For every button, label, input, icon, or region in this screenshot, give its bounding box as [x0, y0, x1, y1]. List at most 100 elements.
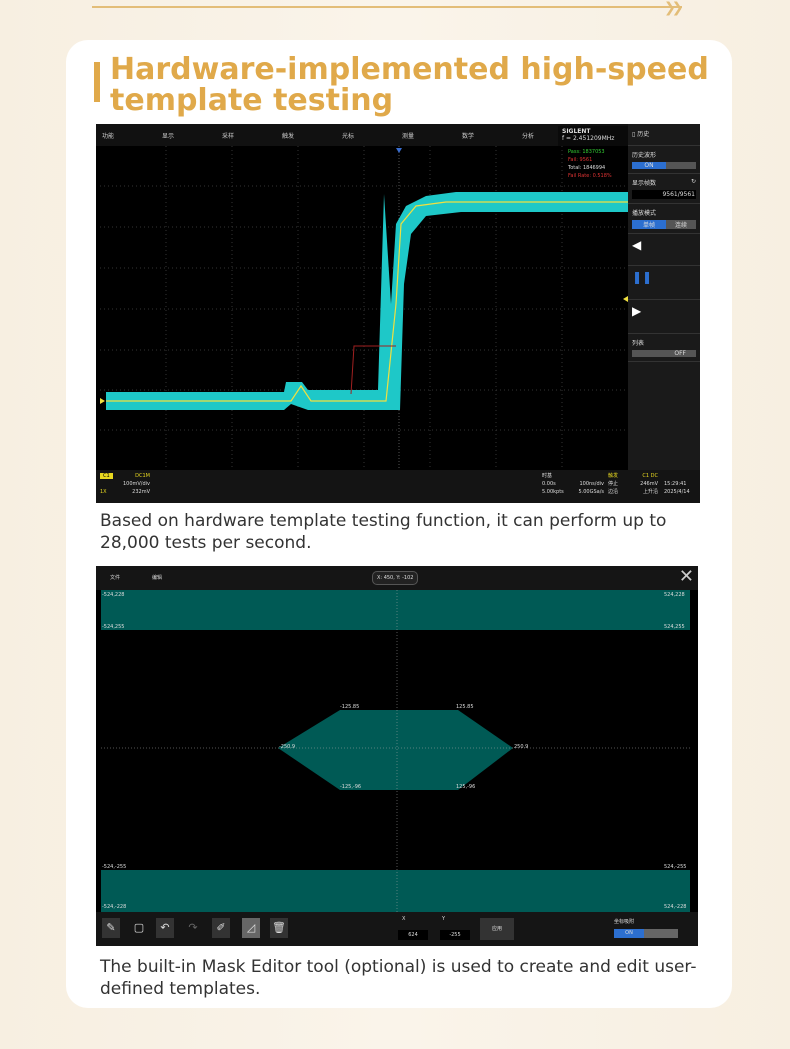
undo-icon[interactable]: ↶ — [156, 918, 174, 938]
clock: 15:29:41 2025/4/14 — [664, 480, 690, 496]
play-back-icon[interactable]: ◀ — [628, 234, 700, 266]
menu-display[interactable]: 显示 — [162, 132, 175, 140]
fail-rate: Fail Rate: 0.518% — [568, 173, 612, 179]
list-label: 列表 — [632, 340, 645, 347]
channel1-info[interactable]: C1 DC1M 100mV/div 1X 232mV — [100, 472, 150, 496]
point-label: 125,-96 — [456, 784, 476, 790]
history-label: 历史波形 — [632, 152, 657, 159]
close-icon[interactable]: ✕ — [678, 566, 694, 587]
apply-button[interactable]: 应用 — [480, 918, 514, 940]
point-label: -125.85 — [340, 704, 360, 710]
brand-area: SIGLENT f = 2.451209MHz — [558, 126, 628, 146]
mode-continuous[interactable]: 连续 — [666, 220, 696, 229]
snap-toggle[interactable]: ON — [614, 929, 678, 938]
trigger-mode: 停止 — [608, 481, 619, 487]
draw-polygon-icon[interactable]: ✎ — [102, 918, 120, 938]
trigger-position-marker — [396, 148, 402, 153]
caption-hardware-testing: Based on hardware template testing funct… — [100, 511, 667, 553]
refresh-icon[interactable]: ↻ — [690, 178, 696, 185]
mode-single[interactable]: 单帧 — [632, 220, 666, 229]
delete-icon[interactable]: 🗑 — [270, 918, 288, 938]
trigger-info[interactable]: 触发 C1 DC 停止 246mV 边沿 上升沿 — [608, 472, 658, 496]
sample-rate: 5.00GSa/s — [578, 489, 604, 495]
trigger-slope: 上升沿 — [642, 489, 658, 495]
waveform-display — [100, 146, 628, 470]
snap-label: 坐标吸附 — [614, 919, 635, 925]
y-input[interactable]: -255 — [440, 930, 470, 940]
menu-analysis[interactable]: 分析 — [522, 132, 535, 140]
mask-editor-screenshot: 文件 编辑 X: 450, Y: -102 ✕ -524,228 524,228… — [96, 566, 698, 946]
reference-trace — [350, 345, 396, 395]
timebase-info[interactable]: 时基 0.00s 100ns/div 5.00kpts 5.00GSa/s — [542, 472, 604, 496]
redo-icon[interactable]: ↷ — [188, 921, 198, 934]
menu-acquire[interactable]: 采样 — [222, 132, 235, 140]
pause-icon[interactable]: ❚❚ — [628, 266, 700, 300]
point-label: -524,-228 — [102, 904, 127, 910]
timebase-delay: 0.00s — [542, 481, 556, 487]
menu-cursor[interactable]: 光标 — [342, 132, 355, 140]
clock-time: 15:29:41 — [664, 481, 687, 487]
trigger-level: 246mV — [640, 481, 658, 487]
edit-point-icon[interactable]: ✐ — [212, 918, 230, 938]
x-input[interactable]: 624 — [398, 930, 428, 940]
pass-count: Pass: 1837053 — [568, 149, 605, 155]
menu-file[interactable]: 文件 — [110, 575, 121, 581]
history-panel: ▯ 历史 历史波形 ON 显示帧数 ↻ 9561/9561 播放模式 单帧 连续 ◀ ❚… — [628, 124, 700, 503]
decorative-line — [92, 6, 682, 8]
clock-date: 2025/4/14 — [664, 489, 690, 495]
point-label: -250.9 — [279, 744, 296, 750]
rectangle-icon[interactable]: ▢ — [133, 921, 145, 934]
fail-count: Fail: 9561 — [568, 157, 593, 163]
mask-test-stats: Pass: 1837053 Fail: 9561 Total: 1846994 … — [568, 148, 612, 180]
mask-toolbar: ✎ ▢ ↶ ↷ ✐ ◿ 🗑 X 624 Y -255 应用 坐标吸附 ON — [96, 912, 698, 946]
status-bar: C1 DC1M 100mV/div 1X 232mV 时基 0.00s 100ns/di… — [96, 470, 700, 503]
title-accent-bar — [94, 62, 100, 102]
menu-function[interactable]: 功能 — [102, 132, 115, 140]
x-label: X — [402, 916, 406, 922]
frames-block: 显示帧数 ↻ 9561/9561 — [628, 174, 700, 204]
frames-field[interactable]: 9561/9561 — [632, 190, 696, 199]
coordinate-readout: X: 450, Y: -102 — [372, 571, 419, 585]
history-header: ▯ 历史 — [628, 124, 700, 146]
menu-edit[interactable]: 编辑 — [152, 575, 163, 581]
trigger-source: C1 DC — [642, 473, 658, 479]
play-forward-icon[interactable]: ▶ — [628, 300, 700, 334]
mask-region-hexagon[interactable] — [278, 710, 513, 790]
trigger-level-marker — [623, 296, 628, 302]
shape-select-icon[interactable]: ◿ — [242, 918, 260, 938]
ch1-badge: C1 — [100, 473, 113, 479]
memory-depth: 5.00kpts — [542, 489, 564, 495]
mask-region-top[interactable] — [101, 590, 690, 630]
history-toggle-block: 历史波形 ON — [628, 146, 700, 174]
point-label: -524,255 — [102, 624, 125, 630]
list-toggle[interactable]: OFF — [632, 350, 696, 357]
timebase-label: 时基 — [542, 473, 553, 479]
point-label: 524,-228 — [664, 904, 687, 910]
ch1-coupling: DC1M — [135, 473, 150, 479]
chevron-icon: ❯❯ — [664, 0, 684, 16]
point-label: 250.9 — [514, 744, 529, 750]
timebase-scale: 100ns/div — [579, 481, 604, 487]
trigger-type: 边沿 — [608, 489, 619, 495]
menu-bar: 功能 显示 采样 触发 光标 测量 数学 分析 — [96, 124, 628, 146]
mask-canvas[interactable] — [96, 566, 698, 946]
total-count: Total: 1846994 — [568, 165, 606, 171]
history-on-toggle[interactable]: ON — [632, 162, 666, 169]
channel-marker — [100, 398, 105, 404]
waveform-trace — [106, 201, 628, 402]
frequency-readout: f = 2.451209MHz — [562, 135, 615, 142]
point-label: 125.85 — [456, 704, 474, 710]
mask-region-bottom[interactable] — [101, 870, 690, 912]
point-label: 524,228 — [664, 592, 685, 598]
list-block: 列表 OFF — [628, 334, 700, 362]
frames-label: 显示帧数 — [632, 180, 657, 187]
trigger-label: 触发 — [608, 473, 619, 479]
waveform-persistence — [106, 192, 628, 410]
ch1-offset: 232mV — [132, 489, 150, 495]
brand-logo: SIGLENT — [562, 128, 591, 135]
menu-trigger[interactable]: 触发 — [282, 132, 295, 140]
point-label: 524,-255 — [664, 864, 687, 870]
menu-math[interactable]: 数学 — [462, 132, 475, 140]
menu-measure[interactable]: 测量 — [402, 132, 415, 140]
y-label: Y — [442, 916, 446, 922]
